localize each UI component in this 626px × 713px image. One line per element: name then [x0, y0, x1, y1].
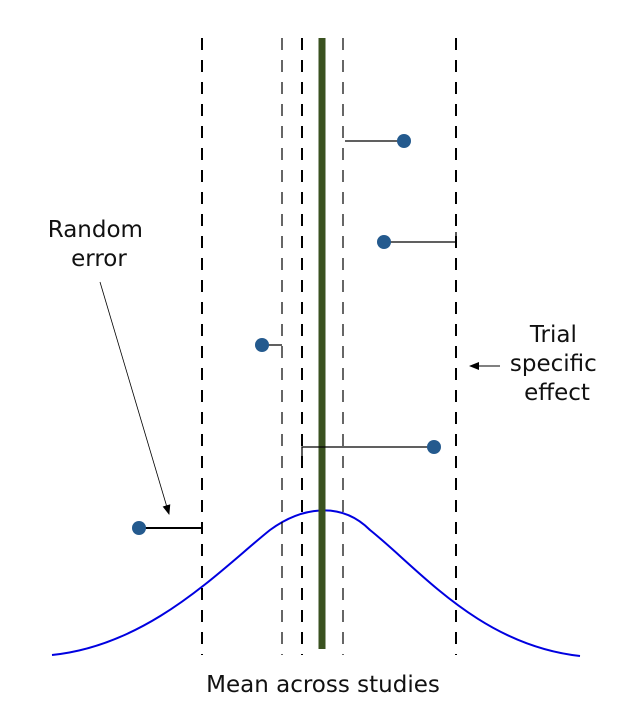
- connector-4: [301, 446, 434, 458]
- trial-effect-line-3: effect: [524, 380, 590, 406]
- random-error-arrow: [99, 281, 171, 515]
- distribution-curve: [51, 509, 581, 657]
- study-point-5: [132, 521, 146, 535]
- study-point-3: [255, 338, 269, 352]
- trial-effect-line-2: specific: [510, 351, 597, 377]
- study-point-1: [397, 134, 411, 148]
- trial-effect-line-1: Trial: [529, 322, 577, 348]
- mean-label: Mean across studies: [206, 672, 440, 698]
- random-error-line-1: Random: [48, 217, 143, 243]
- study-point-2: [377, 235, 391, 249]
- trial-effect-label: Trial specific effect: [510, 322, 604, 406]
- random-error-label: Random error: [48, 217, 151, 272]
- connector-2: [384, 232, 457, 243]
- study-point-4: [427, 440, 441, 454]
- random-error-line-2: error: [71, 246, 127, 272]
